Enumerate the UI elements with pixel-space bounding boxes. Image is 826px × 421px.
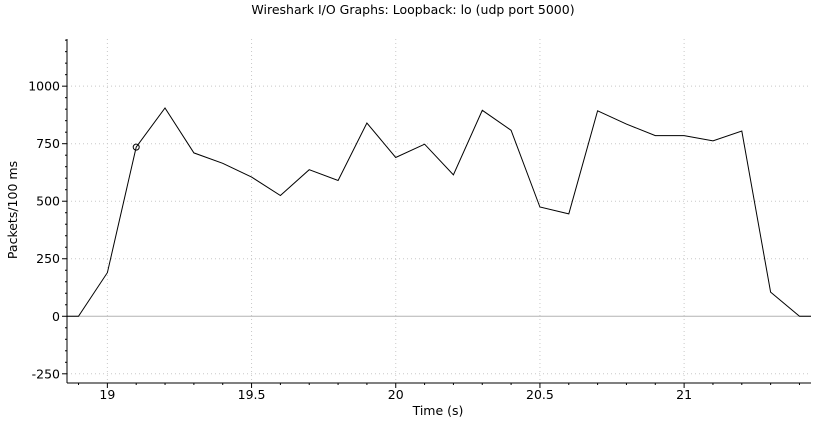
series-line-packets — [67, 107, 811, 317]
axes — [66, 39, 811, 384]
y-tick-label: 250 — [36, 251, 60, 266]
x-tick-label: 19.5 — [238, 387, 266, 402]
grid-lines — [67, 39, 811, 383]
chart-title: Wireshark I/O Graphs: Loopback: lo (udp … — [251, 2, 574, 17]
y-axis-label: Packets/100 ms — [5, 161, 20, 259]
x-axis-label: Time (s) — [412, 403, 464, 418]
y-tick-label: 500 — [36, 194, 60, 209]
x-tick-label: 20.5 — [526, 387, 554, 402]
y-tick-label: 750 — [36, 136, 60, 151]
x-tick-label: 21 — [676, 387, 692, 402]
y-tick-label: -250 — [32, 366, 60, 381]
hover-marker[interactable] — [132, 143, 140, 151]
x-ticks: 19 19.5 20 20.5 21 — [78, 383, 800, 402]
y-ticks: -250 0 250 500 750 1000 — [28, 39, 67, 381]
y-tick-label: 0 — [52, 309, 60, 324]
y-tick-label: 1000 — [28, 79, 60, 94]
x-tick-label: 20 — [388, 387, 404, 402]
x-tick-label: 19 — [99, 387, 115, 402]
